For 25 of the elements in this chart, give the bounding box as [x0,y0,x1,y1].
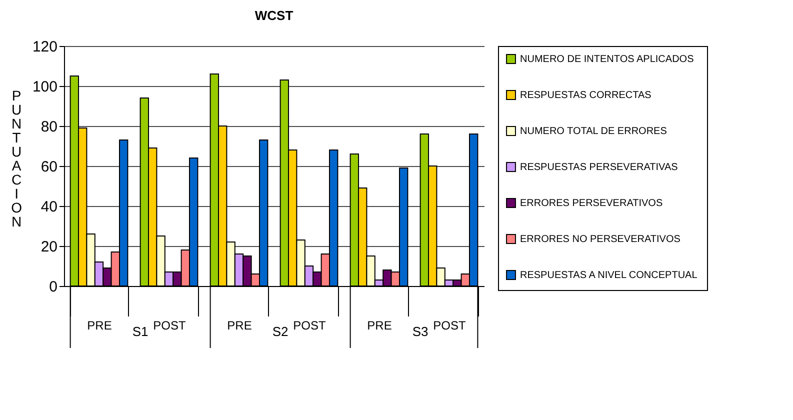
legend-label: RESPUESTAS A NIVEL CONCEPTUAL [520,270,698,281]
x-tick-label: POST [153,318,187,332]
text: S2 [272,324,288,339]
text: S1 [132,324,148,339]
legend-label: NUMERO TOTAL DE ERRORES [520,126,668,137]
y-tick-label: 20 [40,238,58,256]
legend-label: RESPUESTAS CORRECTAS [520,90,652,101]
y-tick-label: 120 [32,38,58,56]
legend-label: NUMERO DE INTENTOS APLICADOS [520,54,694,65]
x-tick-label: POST [433,318,467,332]
y-tick-label: 100 [32,78,58,96]
chart-title: WCST [254,8,294,23]
x-tick-label: PRE [367,318,392,332]
x-tick-label: PRE [87,318,112,332]
legend-label: ERRORES PERSEVERATIVOS [520,198,663,209]
x-tick-label: POST [293,318,327,332]
y-tick-label: 80 [40,118,58,136]
y-tick-label: 60 [40,158,58,176]
legend-label: RESPUESTAS PERSEVERATIVAS [520,162,678,173]
text: S3 [412,324,428,339]
text: PUNTUACION [11,88,22,230]
y-tick-label: 0 [49,278,58,296]
x-tick-label: PRE [227,318,252,332]
y-tick-label: 40 [40,198,58,216]
legend-label: ERRORES NO PERSEVERATIVOS [520,234,681,245]
